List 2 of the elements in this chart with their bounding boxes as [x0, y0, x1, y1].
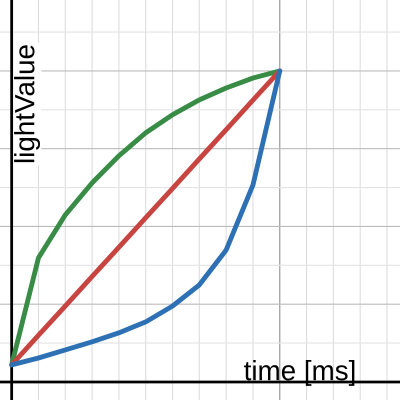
y-axis-title: lightValue	[14, 45, 40, 162]
x-axis-title: time [ms]	[244, 360, 354, 386]
